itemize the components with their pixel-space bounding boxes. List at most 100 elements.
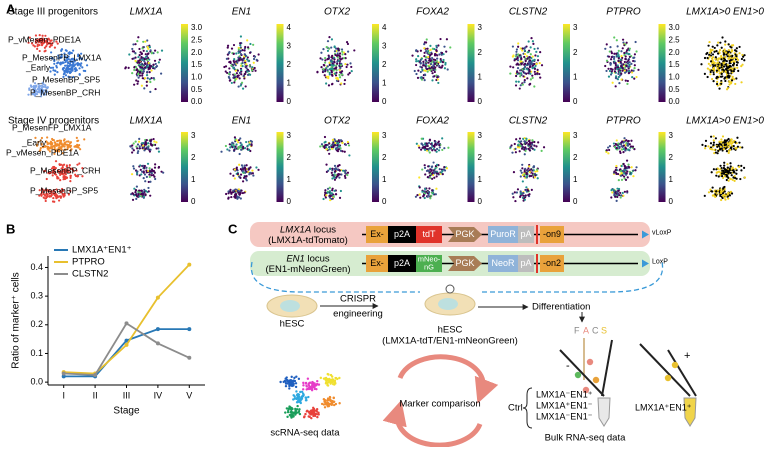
umap-cell — [623, 60, 626, 64]
x-tick-label: V — [186, 390, 192, 400]
colorbar-label: 1 — [669, 175, 674, 184]
umap-cell — [76, 64, 79, 67]
umap-cell — [58, 142, 61, 145]
umap-cell — [728, 83, 731, 86]
umap-cell — [615, 139, 618, 142]
umap-cell — [718, 48, 722, 52]
umap-cell — [438, 64, 441, 68]
umap-cell — [230, 143, 233, 146]
umap-cell — [435, 150, 438, 153]
umap-cell — [617, 145, 620, 148]
umap-cell — [527, 167, 530, 170]
umap-cell — [233, 81, 236, 84]
umap-cell — [723, 164, 726, 167]
umap-cell — [741, 146, 744, 149]
umap-cell — [134, 140, 137, 143]
sc-cell — [333, 383, 336, 386]
sc-cell — [286, 415, 289, 419]
umap-cell — [523, 198, 526, 201]
umap-cell — [142, 64, 146, 67]
y-tick-label: 0.3 — [30, 291, 43, 301]
umap-cell — [426, 50, 430, 53]
umap-cell — [628, 63, 631, 66]
umap-cell — [27, 41, 30, 44]
umap-cell — [514, 151, 517, 154]
umap-cell — [428, 139, 431, 142]
umap-cell — [336, 165, 339, 168]
sorted-cell — [671, 361, 679, 369]
umap-cell — [42, 146, 45, 149]
sc-cell — [301, 392, 305, 395]
umap-cell — [605, 69, 608, 73]
umap-cell — [737, 69, 740, 72]
umap-cell — [74, 173, 77, 176]
umap-cell — [531, 147, 534, 150]
facs-letter: S — [601, 325, 607, 335]
funnel-line — [639, 343, 691, 397]
umap-cell — [232, 174, 235, 177]
umap-cell — [36, 143, 39, 146]
facs-letter: C — [592, 325, 599, 335]
umap-cell — [621, 38, 625, 41]
umap-cell — [523, 173, 526, 176]
umap-cell — [142, 141, 145, 145]
sc-cell — [329, 373, 333, 377]
umap-cell — [536, 47, 539, 50]
umap-cell — [330, 145, 333, 149]
point — [187, 327, 192, 332]
umap-cell — [724, 71, 727, 74]
umap-cell — [633, 77, 636, 80]
umap-cell — [334, 174, 337, 177]
umap-cell — [143, 149, 146, 152]
sc-cell — [308, 385, 312, 389]
umap-cell — [738, 52, 741, 55]
umap-cell — [736, 66, 739, 69]
umap-cell — [48, 38, 51, 41]
sc-cell — [296, 399, 300, 403]
umap-cell — [48, 195, 51, 198]
umap-cell — [703, 194, 706, 197]
umap-cell — [232, 67, 235, 70]
umap-cell — [30, 85, 33, 88]
umap-cell — [143, 77, 147, 80]
umap-cell — [435, 175, 438, 178]
umap-cell — [44, 49, 47, 52]
umap-cell — [515, 50, 518, 53]
umap-cell — [53, 152, 56, 156]
colorbar — [658, 132, 666, 202]
umap-cell — [137, 80, 140, 83]
umap-cell — [729, 165, 732, 168]
umap-cell — [635, 50, 638, 53]
umap-cell — [49, 190, 53, 193]
umap-cell — [526, 170, 529, 173]
umap-cell — [423, 47, 426, 50]
umap-cell — [716, 145, 719, 148]
umap-cell — [521, 83, 524, 86]
umap-cell — [257, 168, 260, 171]
umap-cell — [342, 51, 346, 54]
umap-cell — [420, 57, 423, 60]
umap-cell — [428, 67, 431, 70]
umap-cell — [238, 58, 241, 62]
umap-cell — [532, 42, 535, 45]
umap-cell — [626, 82, 629, 85]
umap-cell — [438, 168, 441, 171]
umap-cell — [720, 58, 723, 61]
umap-cell — [726, 87, 730, 90]
sc-cell — [320, 402, 324, 406]
umap-cell — [635, 166, 638, 169]
umap-cell — [155, 147, 158, 150]
umap-cell — [60, 147, 63, 150]
umap-cell — [157, 147, 160, 150]
umap-cell — [624, 79, 627, 82]
umap-cell — [616, 45, 619, 48]
umap-cell — [709, 64, 712, 67]
umap-cell — [60, 187, 64, 191]
umap-cell — [431, 79, 434, 82]
umap-cell — [44, 40, 48, 43]
umap-cell — [708, 51, 712, 54]
umap-cell — [153, 49, 157, 52]
umap-cell — [246, 73, 250, 76]
sorted-cell — [586, 358, 594, 366]
umap-cell — [62, 169, 65, 173]
